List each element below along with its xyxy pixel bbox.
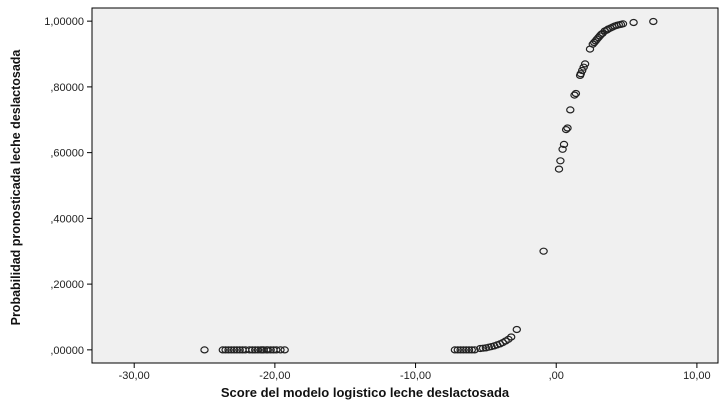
data-point: [467, 346, 476, 354]
data-point: [266, 346, 275, 354]
data-point: [245, 346, 254, 354]
data-point: [504, 335, 513, 343]
data-point: [570, 91, 579, 99]
data-point: [558, 145, 567, 153]
data-point: [459, 346, 468, 354]
data-point: [618, 20, 628, 28]
data-point: [235, 346, 244, 354]
data-point: [272, 346, 281, 354]
data-point: [629, 18, 638, 27]
data-point: [276, 346, 285, 354]
x-axis-title: Score del modelo logistico leche deslact…: [221, 385, 510, 400]
data-point: [566, 106, 575, 114]
x-axis: -30,00 -20,00 -10,00 ,00 10,00: [119, 363, 711, 382]
x-tick-label: -10,00: [400, 370, 431, 382]
data-point: [579, 63, 588, 71]
data-point: [450, 346, 460, 354]
data-point: [280, 346, 289, 354]
x-tick-label: -30,00: [119, 370, 150, 382]
data-point: [507, 333, 516, 341]
data-point: [221, 346, 230, 354]
y-tick-label: ,20000: [50, 279, 84, 291]
data-point: [253, 346, 263, 354]
y-tick-label: ,40000: [50, 213, 84, 225]
x-tick-label: -20,00: [259, 370, 290, 382]
data-point: [554, 165, 564, 173]
data-point: [200, 346, 209, 354]
y-axis-title: Probabilidad pronosticada leche deslacto…: [9, 49, 23, 326]
data-point: [559, 140, 569, 148]
y-tick-label: ,00000: [50, 345, 84, 357]
plot-area: [91, 7, 719, 364]
data-point: [224, 346, 233, 354]
data-point: [470, 346, 479, 354]
data-point: [229, 346, 239, 354]
data-point: [462, 346, 471, 354]
x-tick-label: 10,00: [683, 370, 711, 382]
y-axis: ,00000 ,20000 ,40000 ,60000 ,80000 1,00000: [44, 16, 92, 357]
data-point: [464, 346, 474, 354]
data-point: [512, 325, 522, 334]
y-tick-label: ,80000: [50, 82, 84, 94]
data-point: [539, 247, 548, 255]
data-point: [649, 17, 658, 26]
data-point: [556, 157, 565, 165]
data-point: [232, 346, 242, 354]
data-point: [453, 346, 462, 354]
data-point: [218, 346, 227, 354]
data-point: [227, 346, 236, 354]
x-tick-label: ,00: [549, 370, 564, 382]
data-point: [580, 60, 590, 68]
data-point: [263, 346, 272, 354]
y-tick-label: ,60000: [50, 148, 84, 160]
data-point: [248, 346, 257, 354]
data-point: [563, 124, 572, 132]
data-points: [200, 17, 658, 354]
data-point: [578, 66, 587, 75]
data-point: [571, 89, 581, 98]
data-point: [456, 346, 465, 354]
data-point: [561, 126, 571, 134]
y-tick-label: 1,00000: [44, 16, 84, 28]
